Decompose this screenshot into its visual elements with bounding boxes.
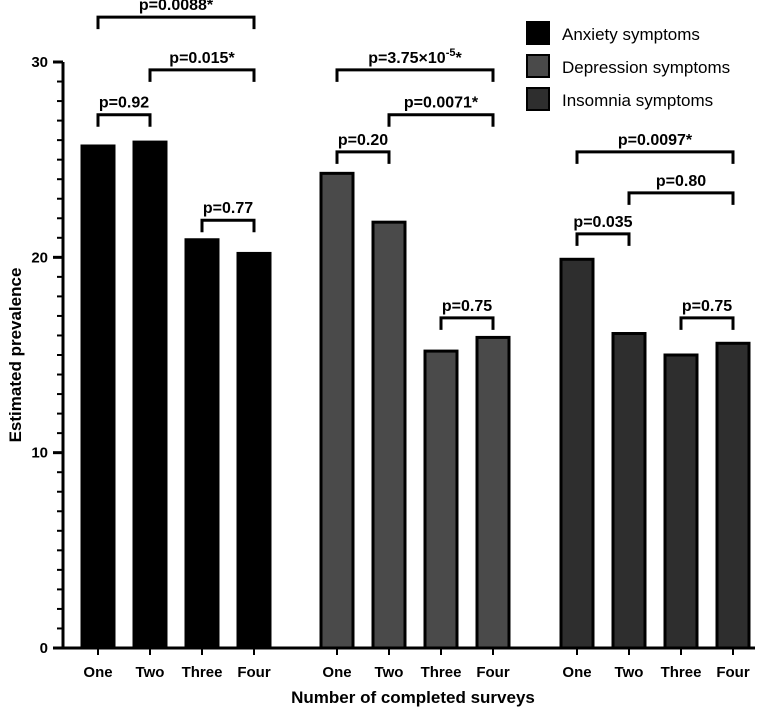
bar-insomnia-symptoms-three <box>663 353 699 650</box>
p-value-label: p=3.75×10-5* <box>368 47 462 67</box>
significance-bracket <box>575 232 631 246</box>
legend-label: Insomnia symptoms <box>562 91 713 110</box>
p-value-label: p=0.015* <box>169 50 235 67</box>
x-category-label: Two <box>136 664 165 681</box>
x-category-label: Three <box>182 664 223 681</box>
p-value-label: p=0.20 <box>338 132 388 149</box>
bar-depression-symptoms-four <box>475 335 511 650</box>
x-category-label: Four <box>716 664 749 681</box>
bar-depression-symptoms-one <box>319 171 355 650</box>
significance-bracket <box>575 150 735 164</box>
annotations-layer: p=0.0088* p=0.015* p=0.92 p=0.77 p=3.75×10-5… <box>96 0 735 330</box>
significance-bracket <box>335 68 495 82</box>
significance-bracket <box>335 150 391 164</box>
x-category-label: One <box>562 664 591 681</box>
bar-insomnia-symptoms-one <box>559 257 595 650</box>
p-value-label: p=0.80 <box>656 173 706 190</box>
legend-label: Depression symptoms <box>562 58 730 77</box>
p-value-label: p=0.77 <box>203 200 253 217</box>
p-value-label: p=0.75 <box>442 298 492 315</box>
bars-layer <box>80 140 751 650</box>
p-value-label: p=0.75 <box>682 298 732 315</box>
significance-bracket <box>96 15 256 30</box>
significance-bracket <box>387 113 495 127</box>
legend-swatch <box>526 87 550 111</box>
bar-depression-symptoms-three <box>423 349 459 650</box>
x-categories-layer: One Two Three Four One Two Three Four One Two Thre… <box>83 648 750 681</box>
p-value-label: p=0.92 <box>99 95 149 112</box>
x-category-label: Three <box>421 664 462 681</box>
x-category-label: Three <box>661 664 702 681</box>
p-value-label: p=0.0097* <box>618 132 693 149</box>
x-category-label: Four <box>237 664 270 681</box>
x-category-label: Two <box>375 664 404 681</box>
bar-insomnia-symptoms-two <box>611 332 647 650</box>
y-tick-label: 10 <box>31 445 48 462</box>
x-category-label: Four <box>476 664 509 681</box>
bar-anxiety-symptoms-three <box>184 238 220 650</box>
y-tick-label: 20 <box>31 249 48 266</box>
legend-swatch <box>526 21 550 45</box>
x-category-label: One <box>322 664 351 681</box>
y-ticks-layer: 0 10 20 30 <box>31 54 63 657</box>
x-category-label: One <box>83 664 112 681</box>
p-value-label: p=0.035 <box>573 214 632 231</box>
significance-bracket <box>148 68 256 82</box>
bar-insomnia-symptoms-four <box>715 341 751 650</box>
significance-bracket <box>679 316 735 330</box>
bar-depression-symptoms-two <box>371 220 407 650</box>
x-category-label: Two <box>615 664 644 681</box>
legend: Anxiety symptoms Depression symptoms Insom… <box>526 21 730 111</box>
bar-anxiety-symptoms-four <box>236 251 272 650</box>
legend-label: Anxiety symptoms <box>562 25 700 44</box>
bar-anxiety-symptoms-one <box>80 144 116 650</box>
y-tick-label: 0 <box>40 640 48 657</box>
significance-bracket <box>96 113 152 127</box>
p-value-label: p=0.0071* <box>404 95 479 112</box>
y-tick-label: 30 <box>31 54 48 71</box>
p-value-label: p=0.0088* <box>139 0 214 14</box>
x-axis-title: Number of completed surveys <box>291 688 535 707</box>
significance-bracket <box>439 316 495 330</box>
bar-anxiety-symptoms-two <box>132 140 168 650</box>
significance-bracket <box>200 218 256 233</box>
significance-bracket <box>627 191 735 205</box>
legend-swatch <box>526 54 550 78</box>
y-axis-title: Estimated prevalence <box>6 268 25 443</box>
